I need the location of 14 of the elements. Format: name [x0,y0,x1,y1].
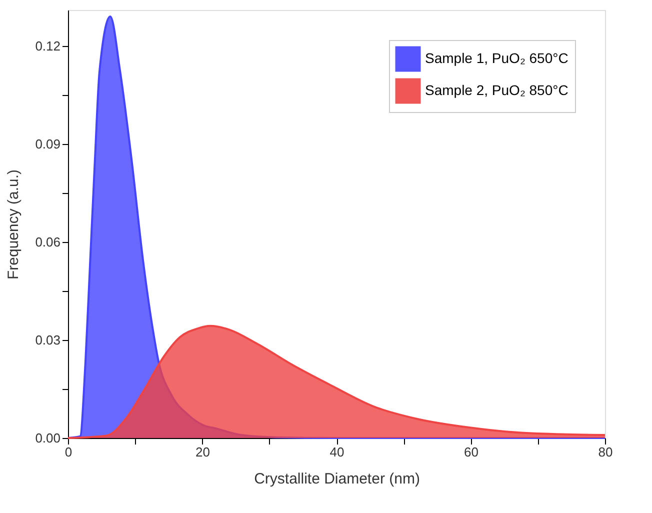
y-tick-label: 0.09 [35,136,60,152]
x-tick-label: 40 [330,444,344,460]
y-tick-label: 0.03 [35,332,60,348]
legend-label: Sample 1, PuO₂ 650°C [425,50,568,66]
y-axis-title: Frequency (a.u.) [5,169,22,280]
x-tick-label: 0 [64,444,72,460]
x-tick-label: 20 [196,444,210,460]
legend-label: Sample 2, PuO₂ 850°C [425,82,568,98]
y-tick-label: 0.06 [35,234,60,250]
y-tick-label: 0.00 [35,430,60,446]
x-axis-title: Crystallite Diameter (nm) [254,470,420,488]
x-tick-label: 80 [598,444,613,460]
y-tick-label: 0.12 [35,38,60,54]
x-tick-label: 60 [464,444,478,460]
